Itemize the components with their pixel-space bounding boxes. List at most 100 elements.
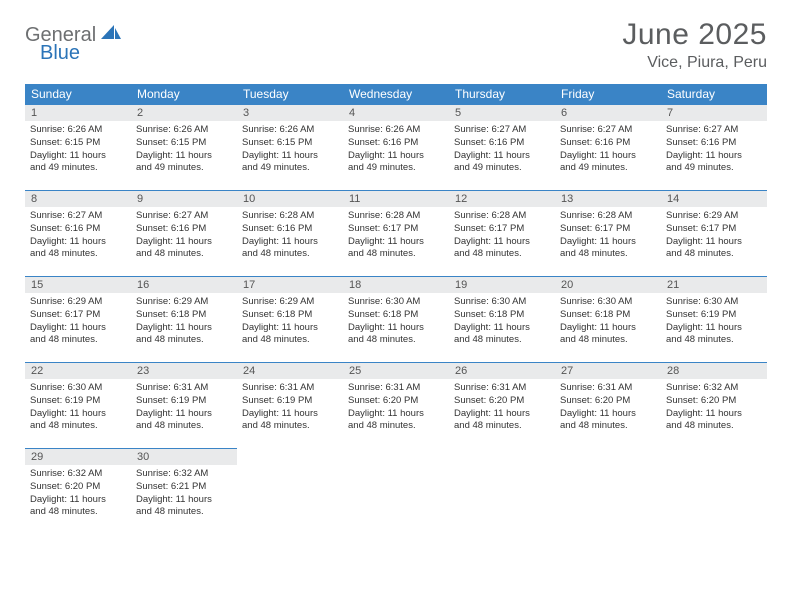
day-cell: 26Sunrise: 6:31 AMSunset: 6:20 PMDayligh… <box>449 363 555 449</box>
weekday-header-row: Sunday Monday Tuesday Wednesday Thursday… <box>25 84 767 105</box>
sunrise-text: Sunrise: 6:29 AM <box>136 296 232 309</box>
day-content: Sunrise: 6:30 AMSunset: 6:18 PMDaylight:… <box>343 293 449 350</box>
calendar-row: 22Sunrise: 6:30 AMSunset: 6:19 PMDayligh… <box>25 363 767 449</box>
header: General June 2025 Vice, Piura, Peru <box>25 18 767 72</box>
day-cell: 20Sunrise: 6:30 AMSunset: 6:18 PMDayligh… <box>555 277 661 363</box>
day-content: Sunrise: 6:27 AMSunset: 6:16 PMDaylight:… <box>555 121 661 178</box>
day-content: Sunrise: 6:28 AMSunset: 6:16 PMDaylight:… <box>237 207 343 264</box>
sunrise-text: Sunrise: 6:30 AM <box>560 296 656 309</box>
day-number: 14 <box>661 191 767 207</box>
day-cell: 14Sunrise: 6:29 AMSunset: 6:17 PMDayligh… <box>661 191 767 277</box>
day-cell: 23Sunrise: 6:31 AMSunset: 6:19 PMDayligh… <box>131 363 237 449</box>
daylight-text-2: and 48 minutes. <box>30 506 126 519</box>
day-number: 10 <box>237 191 343 207</box>
daylight-text-1: Daylight: 11 hours <box>30 236 126 249</box>
daylight-text-2: and 48 minutes. <box>666 420 762 433</box>
sunrise-text: Sunrise: 6:29 AM <box>242 296 338 309</box>
daylight-text-2: and 48 minutes. <box>30 334 126 347</box>
daylight-text-1: Daylight: 11 hours <box>348 322 444 335</box>
day-content: Sunrise: 6:26 AMSunset: 6:15 PMDaylight:… <box>131 121 237 178</box>
daylight-text-1: Daylight: 11 hours <box>136 408 232 421</box>
day-cell: 2Sunrise: 6:26 AMSunset: 6:15 PMDaylight… <box>131 105 237 191</box>
sunrise-text: Sunrise: 6:30 AM <box>454 296 550 309</box>
sunset-text: Sunset: 6:20 PM <box>666 395 762 408</box>
daylight-text-2: and 48 minutes. <box>242 420 338 433</box>
sunset-text: Sunset: 6:17 PM <box>666 223 762 236</box>
daylight-text-2: and 48 minutes. <box>30 248 126 261</box>
day-cell <box>555 449 661 535</box>
sunrise-text: Sunrise: 6:27 AM <box>560 124 656 137</box>
sunrise-text: Sunrise: 6:32 AM <box>136 468 232 481</box>
day-content: Sunrise: 6:27 AMSunset: 6:16 PMDaylight:… <box>661 121 767 178</box>
day-cell: 30Sunrise: 6:32 AMSunset: 6:21 PMDayligh… <box>131 449 237 535</box>
weekday-header: Friday <box>555 84 661 105</box>
day-number: 28 <box>661 363 767 379</box>
day-content: Sunrise: 6:29 AMSunset: 6:18 PMDaylight:… <box>237 293 343 350</box>
sunrise-text: Sunrise: 6:30 AM <box>30 382 126 395</box>
day-number: 21 <box>661 277 767 293</box>
day-cell <box>661 449 767 535</box>
day-cell: 16Sunrise: 6:29 AMSunset: 6:18 PMDayligh… <box>131 277 237 363</box>
logo-text-blue: Blue <box>40 42 80 64</box>
day-content: Sunrise: 6:30 AMSunset: 6:18 PMDaylight:… <box>449 293 555 350</box>
weekday-header: Sunday <box>25 84 131 105</box>
daylight-text-1: Daylight: 11 hours <box>242 322 338 335</box>
day-number: 7 <box>661 105 767 121</box>
sunset-text: Sunset: 6:20 PM <box>560 395 656 408</box>
sunrise-text: Sunrise: 6:32 AM <box>30 468 126 481</box>
day-cell: 11Sunrise: 6:28 AMSunset: 6:17 PMDayligh… <box>343 191 449 277</box>
sunset-text: Sunset: 6:18 PM <box>242 309 338 322</box>
day-number: 5 <box>449 105 555 121</box>
day-number: 4 <box>343 105 449 121</box>
day-content: Sunrise: 6:27 AMSunset: 6:16 PMDaylight:… <box>25 207 131 264</box>
day-content: Sunrise: 6:27 AMSunset: 6:16 PMDaylight:… <box>131 207 237 264</box>
day-number: 8 <box>25 191 131 207</box>
daylight-text-1: Daylight: 11 hours <box>242 408 338 421</box>
sunrise-text: Sunrise: 6:31 AM <box>348 382 444 395</box>
day-number: 12 <box>449 191 555 207</box>
day-cell: 13Sunrise: 6:28 AMSunset: 6:17 PMDayligh… <box>555 191 661 277</box>
sunset-text: Sunset: 6:18 PM <box>348 309 444 322</box>
day-cell <box>449 449 555 535</box>
daylight-text-1: Daylight: 11 hours <box>666 236 762 249</box>
daylight-text-2: and 48 minutes. <box>242 248 338 261</box>
daylight-text-2: and 48 minutes. <box>242 334 338 347</box>
daylight-text-2: and 49 minutes. <box>454 162 550 175</box>
day-number: 9 <box>131 191 237 207</box>
daylight-text-1: Daylight: 11 hours <box>136 322 232 335</box>
day-cell: 19Sunrise: 6:30 AMSunset: 6:18 PMDayligh… <box>449 277 555 363</box>
day-number: 27 <box>555 363 661 379</box>
sunrise-text: Sunrise: 6:31 AM <box>454 382 550 395</box>
day-cell: 15Sunrise: 6:29 AMSunset: 6:17 PMDayligh… <box>25 277 131 363</box>
sunrise-text: Sunrise: 6:28 AM <box>348 210 444 223</box>
day-content: Sunrise: 6:31 AMSunset: 6:19 PMDaylight:… <box>131 379 237 436</box>
day-cell: 17Sunrise: 6:29 AMSunset: 6:18 PMDayligh… <box>237 277 343 363</box>
sunset-text: Sunset: 6:18 PM <box>454 309 550 322</box>
sunset-text: Sunset: 6:18 PM <box>136 309 232 322</box>
day-number: 22 <box>25 363 131 379</box>
sunset-text: Sunset: 6:16 PM <box>666 137 762 150</box>
day-content: Sunrise: 6:26 AMSunset: 6:16 PMDaylight:… <box>343 121 449 178</box>
daylight-text-2: and 48 minutes. <box>136 334 232 347</box>
sunset-text: Sunset: 6:21 PM <box>136 481 232 494</box>
daylight-text-1: Daylight: 11 hours <box>30 494 126 507</box>
day-number: 29 <box>25 449 131 465</box>
sunrise-text: Sunrise: 6:26 AM <box>30 124 126 137</box>
day-cell: 6Sunrise: 6:27 AMSunset: 6:16 PMDaylight… <box>555 105 661 191</box>
daylight-text-2: and 49 minutes. <box>348 162 444 175</box>
day-content: Sunrise: 6:29 AMSunset: 6:17 PMDaylight:… <box>25 293 131 350</box>
sunrise-text: Sunrise: 6:26 AM <box>242 124 338 137</box>
day-content: Sunrise: 6:29 AMSunset: 6:18 PMDaylight:… <box>131 293 237 350</box>
day-content: Sunrise: 6:28 AMSunset: 6:17 PMDaylight:… <box>449 207 555 264</box>
daylight-text-1: Daylight: 11 hours <box>666 408 762 421</box>
daylight-text-2: and 48 minutes. <box>666 248 762 261</box>
day-number: 3 <box>237 105 343 121</box>
daylight-text-1: Daylight: 11 hours <box>666 322 762 335</box>
daylight-text-1: Daylight: 11 hours <box>454 150 550 163</box>
day-content: Sunrise: 6:31 AMSunset: 6:20 PMDaylight:… <box>343 379 449 436</box>
title-block: June 2025 Vice, Piura, Peru <box>622 18 767 72</box>
day-content: Sunrise: 6:31 AMSunset: 6:19 PMDaylight:… <box>237 379 343 436</box>
day-cell: 4Sunrise: 6:26 AMSunset: 6:16 PMDaylight… <box>343 105 449 191</box>
daylight-text-1: Daylight: 11 hours <box>242 236 338 249</box>
sunrise-text: Sunrise: 6:29 AM <box>30 296 126 309</box>
